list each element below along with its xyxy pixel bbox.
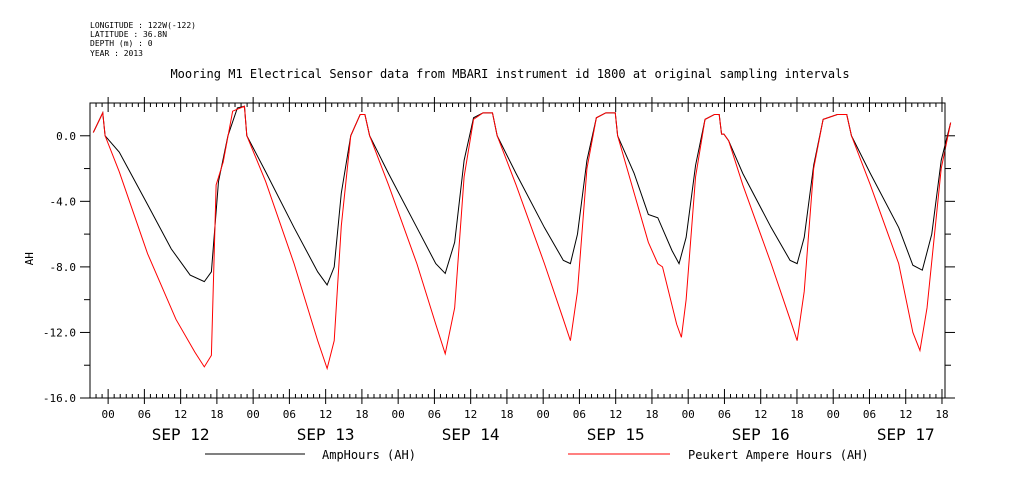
axis-labels: 0.0 -4.0 -8.0 -12.0 -16.0 AH 00 06 12 18 00 06 12 18 0… <box>23 130 949 444</box>
legend: AmpHours (AH) Peukert Ampere Hours (AH) <box>205 448 869 462</box>
x-hour-label: 18 <box>790 408 803 421</box>
x-hour-label: 12 <box>899 408 912 421</box>
x-hour-label: 12 <box>754 408 767 421</box>
latitude-label: LATITUDE : 36.8N <box>90 30 168 40</box>
y-tick-label: -4.0 <box>50 195 77 208</box>
depth-label: DEPTH (m) : 0 <box>90 39 153 49</box>
x-hour-label: 00 <box>392 408 405 421</box>
chart-title: Mooring M1 Electrical Sensor data from M… <box>170 67 850 81</box>
series-lines <box>92 105 952 371</box>
x-hour-label: 12 <box>609 408 622 421</box>
x-hour-label: 06 <box>283 408 296 421</box>
x-day-label: SEP 13 <box>297 425 355 444</box>
x-day-label: SEP 17 <box>877 425 935 444</box>
x-hour-label: 00 <box>537 408 550 421</box>
x-hour-label: 00 <box>247 408 260 421</box>
y-tick-label: 0.0 <box>56 130 76 143</box>
x-hour-label: 12 <box>319 408 332 421</box>
series-line-amphours <box>92 105 952 286</box>
x-day-label: SEP 15 <box>587 425 645 444</box>
location-metadata: LONGITUDE : 122W(-122) LATITUDE : 36.8N … <box>90 21 196 58</box>
x-hour-label: 06 <box>573 408 586 421</box>
x-hour-label: 12 <box>464 408 477 421</box>
y-axis-label: AH <box>23 252 36 265</box>
x-hour-label: 06 <box>428 408 441 421</box>
plot-frame <box>89 102 946 399</box>
year-label: YEAR : 2013 <box>90 48 143 58</box>
x-hour-label: 18 <box>935 408 948 421</box>
x-hour-label: 18 <box>355 408 368 421</box>
y-tick-label: -8.0 <box>50 261 77 274</box>
x-hour-label: 00 <box>827 408 840 421</box>
x-hour-label: 00 <box>102 408 115 421</box>
axis-ticks <box>80 97 955 404</box>
x-hour-label: 12 <box>174 408 187 421</box>
legend-label-peukert: Peukert Ampere Hours (AH) <box>688 448 869 462</box>
x-hour-label: 00 <box>682 408 695 421</box>
x-hour-label: 06 <box>138 408 151 421</box>
x-day-label: SEP 12 <box>152 425 210 444</box>
x-day-label: SEP 16 <box>732 425 790 444</box>
x-hour-label: 18 <box>210 408 223 421</box>
y-tick-label: -16.0 <box>43 392 76 405</box>
longitude-label: LONGITUDE : 122W(-122) <box>90 21 196 30</box>
x-hour-label: 18 <box>500 408 513 421</box>
y-tick-label: -12.0 <box>43 326 76 339</box>
x-hour-label: 18 <box>645 408 658 421</box>
x-hour-label: 06 <box>863 408 876 421</box>
x-day-label: SEP 14 <box>442 425 500 444</box>
legend-label-amphours: AmpHours (AH) <box>322 448 416 462</box>
series-line-peukert <box>92 105 952 371</box>
x-hour-label: 06 <box>718 408 731 421</box>
